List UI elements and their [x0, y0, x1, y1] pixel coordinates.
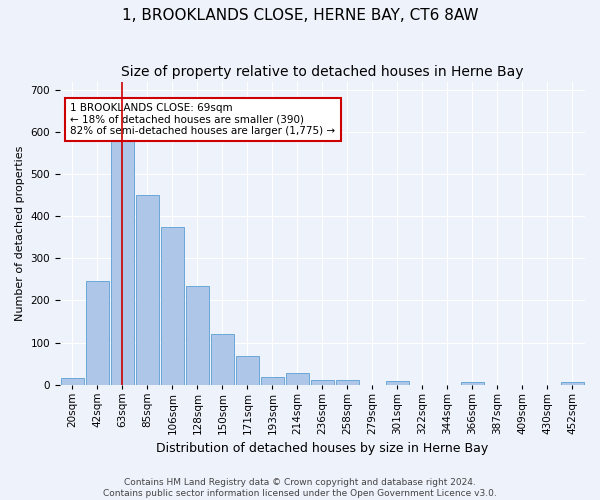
Bar [61, 378, 84, 384]
Bar [335, 380, 359, 384]
Bar [110, 136, 134, 384]
Bar [161, 227, 184, 384]
Bar [311, 380, 334, 384]
Bar [136, 195, 159, 384]
Bar [461, 382, 484, 384]
Title: Size of property relative to detached houses in Herne Bay: Size of property relative to detached ho… [121, 65, 524, 79]
Bar [86, 282, 109, 385]
Bar [286, 373, 310, 384]
Bar [386, 381, 409, 384]
Text: 1, BROOKLANDS CLOSE, HERNE BAY, CT6 8AW: 1, BROOKLANDS CLOSE, HERNE BAY, CT6 8AW [122, 8, 478, 22]
X-axis label: Distribution of detached houses by size in Herne Bay: Distribution of detached houses by size … [157, 442, 488, 455]
Bar [236, 356, 259, 384]
Bar [560, 382, 584, 384]
Bar [211, 334, 235, 384]
Y-axis label: Number of detached properties: Number of detached properties [15, 146, 25, 321]
Text: Contains HM Land Registry data © Crown copyright and database right 2024.
Contai: Contains HM Land Registry data © Crown c… [103, 478, 497, 498]
Bar [260, 377, 284, 384]
Text: 1 BROOKLANDS CLOSE: 69sqm
← 18% of detached houses are smaller (390)
82% of semi: 1 BROOKLANDS CLOSE: 69sqm ← 18% of detac… [70, 103, 335, 136]
Bar [185, 286, 209, 384]
